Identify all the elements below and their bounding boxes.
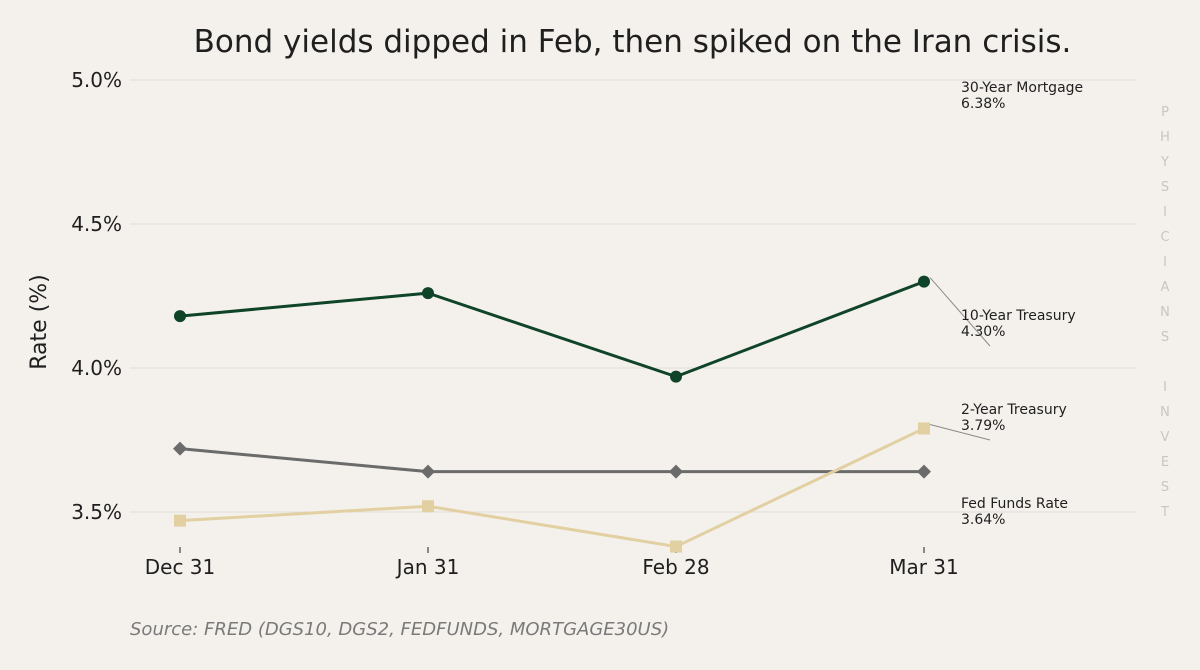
- x-tick-label: Jan 31: [395, 555, 460, 579]
- watermark-letter: S: [1160, 330, 1170, 345]
- label-leader-line: [929, 277, 991, 347]
- watermark-letter: I: [1163, 380, 1167, 395]
- watermark-letter: A: [1160, 280, 1170, 295]
- series-end-label-name: 30-Year Mortgage: [961, 80, 1083, 96]
- series-end-label-name: Fed Funds Rate: [961, 496, 1068, 512]
- data-point: [422, 287, 434, 300]
- watermark-letter: N: [1160, 405, 1170, 420]
- watermark-letter: V: [1160, 430, 1170, 445]
- data-point: [918, 422, 930, 435]
- watermark-letter: I: [1163, 205, 1167, 220]
- x-tick-label: Mar 31: [889, 555, 959, 579]
- data-point: [173, 441, 187, 456]
- watermark-letter: P: [1161, 105, 1169, 120]
- series-2-year-treasury: [174, 422, 930, 553]
- data-point: [174, 514, 186, 527]
- watermark-letter: S: [1160, 480, 1170, 495]
- data-point: [174, 310, 186, 323]
- gridlines: [130, 79, 1135, 513]
- watermark-letter: I: [1163, 255, 1167, 270]
- series-end-label-name: 2-Year Treasury: [961, 402, 1067, 418]
- series-end-label-name: 10-Year Treasury: [961, 308, 1076, 324]
- watermark-letter: N: [1160, 305, 1170, 320]
- y-tick-label: 4.5%: [71, 212, 122, 236]
- x-tick-label: Feb 28: [642, 555, 709, 579]
- data-point: [422, 500, 434, 513]
- series-end-label-value: 3.79%: [961, 418, 1005, 434]
- data-point: [917, 464, 931, 479]
- data-point: [670, 540, 682, 553]
- watermark-letter: C: [1160, 230, 1170, 245]
- y-tick-label: 3.5%: [71, 500, 122, 524]
- series-line: [179, 427, 925, 549]
- watermark-letter: H: [1160, 130, 1170, 145]
- series-end-label-value: 6.38%: [961, 96, 1005, 112]
- y-tick-label: 5.0%: [71, 68, 122, 92]
- data-point: [918, 275, 930, 288]
- series-fed-funds-rate: [173, 441, 931, 479]
- series-10-year-treasury: [174, 275, 930, 383]
- series-end-label-value: 4.30%: [961, 324, 1005, 340]
- series-lines: [173, 275, 931, 553]
- y-axis-ticks: 3.5%4.0%4.5%5.0%5.5%6.0%6.5%: [71, 68, 122, 524]
- watermark-letter: T: [1161, 505, 1169, 520]
- x-axis-ticks: Dec 31 Jan 31 Feb 28 Mar 31: [145, 547, 959, 579]
- data-point: [421, 464, 435, 479]
- label-leader-line: [929, 423, 991, 441]
- watermark-letter: Y: [1161, 155, 1169, 170]
- series-line: [179, 447, 924, 474]
- series-end-label-value: 3.64%: [961, 512, 1005, 528]
- source-note: Source: FRED (DGS10, DGS2, FEDFUNDS, MOR…: [130, 619, 670, 640]
- y-tick-label: 4.0%: [71, 356, 122, 380]
- watermark-letter: S: [1160, 180, 1170, 195]
- x-tick-label: Dec 31: [145, 555, 216, 579]
- watermark-letter: E: [1160, 455, 1170, 470]
- series-line: [179, 280, 925, 379]
- data-point: [669, 464, 683, 479]
- data-point: [670, 370, 682, 383]
- y-axis-label: Rate (%): [27, 274, 52, 370]
- chart-title: Bond yields dipped in Feb, then spiked o…: [193, 24, 1072, 60]
